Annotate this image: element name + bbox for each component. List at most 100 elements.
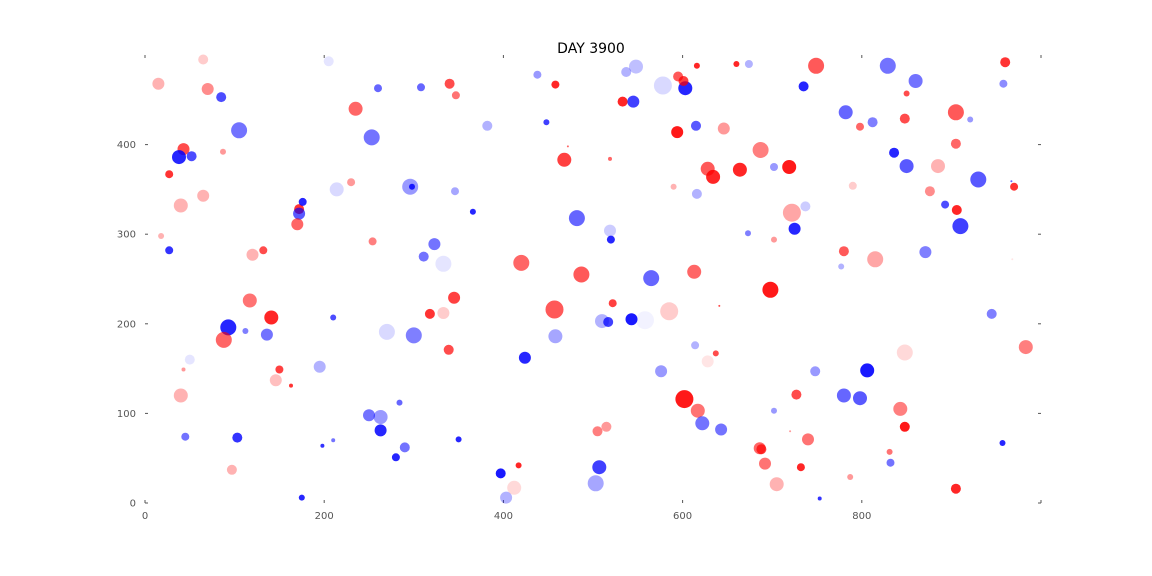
blue-point	[417, 83, 425, 92]
red-point	[608, 156, 612, 161]
red-point	[950, 483, 961, 494]
blue-point	[643, 270, 660, 287]
blue-point	[298, 494, 305, 501]
blue-point	[986, 308, 997, 319]
blue-point	[469, 208, 476, 215]
blue-point	[260, 328, 273, 341]
blue-point	[908, 74, 923, 88]
blue-point	[604, 224, 616, 237]
blue-point	[172, 150, 186, 165]
red-point	[246, 248, 259, 261]
red-point	[791, 389, 802, 400]
red-point	[448, 291, 461, 304]
red-point	[769, 477, 784, 492]
red-point	[557, 152, 572, 167]
red-point	[947, 104, 964, 121]
blue-point	[409, 183, 415, 190]
blue-point	[817, 496, 822, 501]
red-point	[275, 365, 284, 374]
red-point	[437, 307, 450, 319]
red-point	[220, 148, 226, 155]
blue-point	[771, 407, 777, 414]
blue-point	[374, 84, 382, 93]
red-point	[592, 426, 603, 437]
blue-point	[165, 246, 174, 255]
blue-point	[363, 129, 380, 146]
blue-point	[899, 159, 914, 174]
red-point	[507, 480, 522, 495]
blue-point	[691, 120, 701, 131]
blue-point	[606, 235, 615, 244]
red-point	[348, 101, 363, 116]
red-point	[931, 159, 945, 174]
blue-point	[293, 207, 306, 220]
blue-point	[373, 410, 388, 424]
blue-point	[378, 323, 395, 340]
red-point	[687, 264, 702, 279]
blue-point	[323, 56, 334, 67]
red-point	[289, 383, 293, 388]
red-point	[259, 246, 268, 255]
red-point	[678, 76, 689, 86]
red-point	[706, 169, 721, 184]
blue-point	[330, 314, 337, 321]
y-tick-label: 100	[117, 409, 136, 420]
chart-title: DAY 3900	[557, 41, 625, 57]
red-point	[197, 189, 210, 202]
red-point	[226, 464, 237, 475]
blue-point	[952, 218, 969, 235]
blue-point	[396, 399, 403, 406]
blue-point	[800, 201, 811, 212]
red-point	[796, 463, 805, 472]
blue-point	[625, 313, 638, 326]
red-point	[181, 367, 186, 372]
red-point	[1011, 258, 1014, 261]
blue-point	[495, 468, 506, 479]
blue-point	[867, 117, 878, 128]
red-point	[201, 83, 214, 95]
red-point	[838, 246, 849, 257]
red-point	[856, 122, 864, 131]
red-point	[789, 430, 792, 433]
red-point	[771, 236, 777, 243]
blue-point	[435, 255, 452, 272]
x-tick-label: 200	[315, 511, 334, 522]
red-point	[601, 421, 612, 432]
red-point	[158, 233, 165, 239]
blue-point	[216, 92, 227, 103]
red-point	[269, 374, 282, 387]
x-tick-label: 0	[142, 511, 148, 522]
blue-point	[798, 81, 809, 92]
blue-point	[568, 210, 585, 227]
blue-point	[500, 491, 513, 504]
blue-point	[186, 151, 197, 162]
blue-point	[838, 105, 853, 120]
blue-point	[653, 76, 672, 95]
blue-point	[691, 341, 700, 350]
blue-point	[941, 200, 950, 209]
red-point	[701, 355, 714, 368]
blue-point	[970, 171, 987, 188]
blue-point	[967, 116, 974, 123]
blue-point	[533, 70, 542, 79]
red-point	[165, 170, 174, 179]
red-point	[173, 388, 188, 403]
x-tick-label: 400	[494, 511, 513, 522]
blue-point	[691, 188, 702, 199]
red-point	[762, 281, 779, 298]
blue-point	[363, 409, 375, 422]
y-tick-label: 300	[117, 230, 136, 241]
blue-point	[329, 182, 344, 197]
blue-point	[320, 443, 325, 448]
red-point	[848, 181, 857, 190]
blue-point	[627, 95, 640, 108]
red-point	[215, 331, 232, 348]
blue-point	[592, 460, 607, 475]
blue-point	[181, 432, 190, 441]
blue-point	[836, 388, 851, 403]
red-point	[1010, 182, 1019, 191]
blue-point	[879, 57, 896, 74]
red-point	[867, 251, 884, 268]
blue-point	[603, 317, 614, 327]
y-tick-label: 200	[117, 319, 136, 330]
